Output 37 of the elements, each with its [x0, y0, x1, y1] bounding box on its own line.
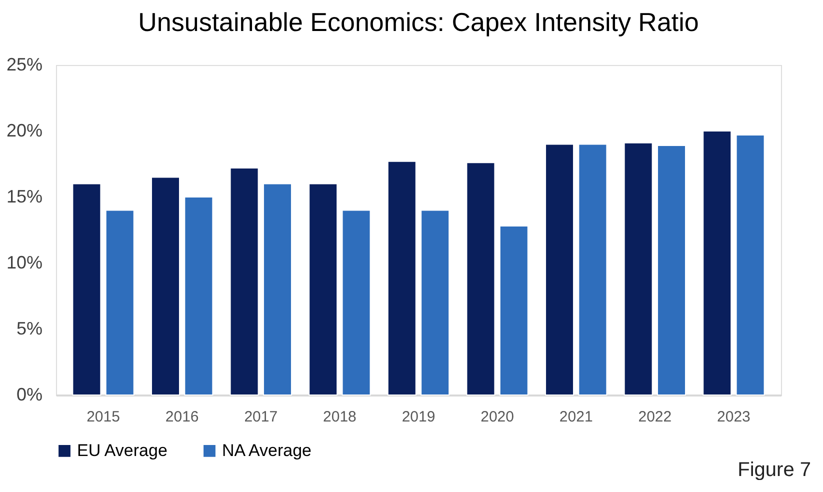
bar: [387, 160, 416, 396]
x-tick-label: 2022: [638, 408, 672, 426]
x-tick-label: 2021: [559, 408, 593, 426]
x-tick-label: 2016: [165, 408, 199, 426]
legend-label: EU Average: [77, 440, 168, 460]
bar: [308, 183, 338, 396]
bar: [466, 162, 496, 396]
caption: Figure 7: [738, 459, 811, 481]
bar: [624, 142, 653, 396]
bar: [499, 226, 528, 396]
y-tick-label: 25%: [6, 54, 42, 74]
x-tick-label: 2017: [244, 408, 278, 426]
y-tick-label: 10%: [6, 252, 42, 272]
bar: [105, 210, 134, 396]
bar: [342, 210, 371, 396]
bar: [150, 176, 180, 396]
x-tick-label: 2018: [323, 408, 356, 426]
bar: [230, 167, 259, 396]
legend-label: NA Average: [222, 440, 312, 460]
y-tick-label: 5%: [16, 318, 42, 338]
bar: [702, 130, 732, 396]
x-tick-label: 2019: [402, 408, 436, 426]
x-tick-label: 2023: [717, 408, 750, 426]
bar: [262, 183, 292, 396]
bar: [72, 183, 102, 396]
chart-title: Unsustainable Economics: Capex Intensity Ratio: [138, 7, 699, 37]
bar: [420, 210, 450, 396]
bar: [578, 144, 608, 396]
bar: [657, 145, 686, 396]
y-tick-label: 15%: [6, 186, 42, 206]
y-tick-label: 20%: [6, 120, 42, 140]
x-tick-label: 2020: [480, 408, 514, 426]
x-tick-label: 2015: [86, 408, 120, 426]
y-tick-label: 0%: [16, 384, 42, 404]
bar: [545, 144, 574, 396]
bar: [736, 134, 765, 396]
bar: [184, 196, 214, 396]
